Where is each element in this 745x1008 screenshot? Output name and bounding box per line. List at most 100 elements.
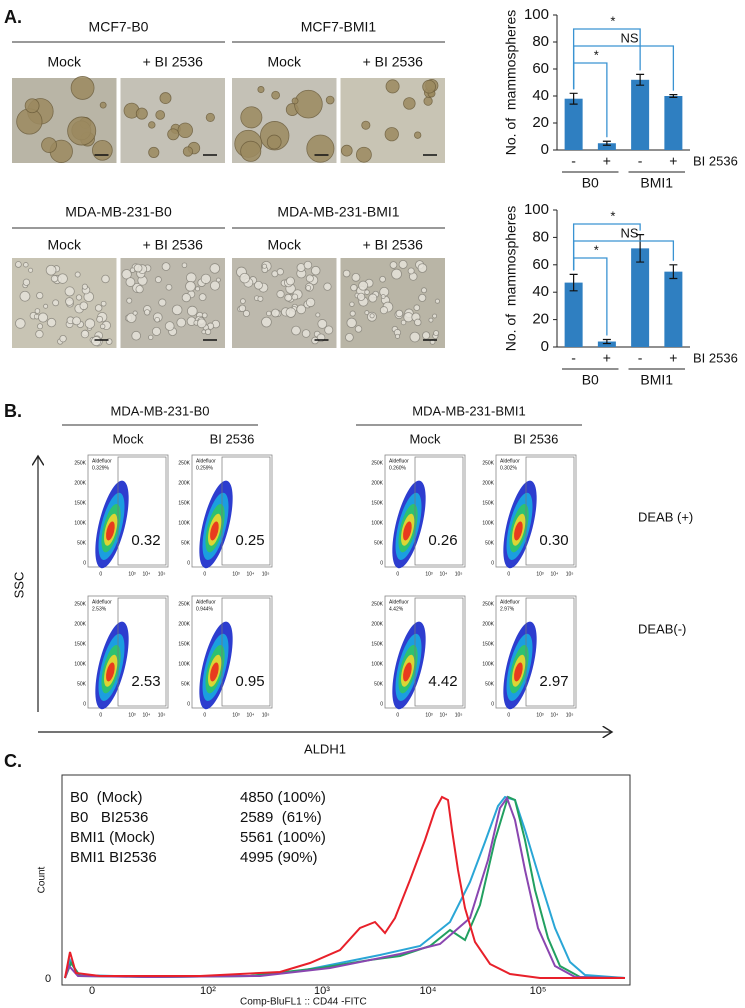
x-tick-label: 0 — [203, 712, 206, 718]
x-axis-label: ALDH1 — [304, 741, 346, 756]
cell — [364, 289, 370, 295]
cell — [154, 316, 160, 323]
cell — [148, 334, 154, 341]
gate — [117, 456, 167, 566]
panel-label: A. — [4, 7, 22, 27]
cell — [421, 287, 427, 294]
gate-value: 2.97 — [539, 673, 568, 690]
cell — [323, 282, 332, 291]
significance-label: * — [610, 208, 615, 223]
cell — [354, 325, 363, 333]
cell — [75, 294, 83, 301]
gate-name: Aldefluor — [196, 458, 216, 464]
group-title: MDA-MB-231-BMI1 — [277, 204, 399, 220]
y-axis-label: SSC — [11, 572, 26, 599]
cell — [413, 304, 421, 312]
y-tick-label: 150K — [178, 500, 190, 506]
error-bar — [636, 234, 645, 263]
cell — [317, 319, 328, 329]
cell — [91, 336, 102, 347]
cell — [414, 131, 422, 139]
column-label: Mock — [409, 431, 441, 446]
cell — [434, 298, 440, 304]
x-tick-label: 0 — [99, 571, 102, 577]
cell — [398, 259, 408, 269]
cell — [340, 144, 353, 157]
cell — [24, 98, 40, 114]
significance-label: * — [594, 242, 599, 257]
x-axis-label: BI 2536 — [693, 350, 738, 365]
cell — [254, 280, 263, 290]
legend-stat: 5561 (100%) — [240, 829, 326, 846]
gate-name: Aldefluor — [92, 599, 112, 605]
column-label: + BI 2536 — [143, 237, 204, 253]
cell — [43, 303, 49, 309]
x-tick-label: + — [669, 153, 677, 169]
x-tick-label: - — [638, 153, 643, 169]
y-tick-label: 100K — [371, 661, 383, 667]
cell — [325, 95, 335, 105]
cell — [37, 323, 44, 330]
x-tick-label: 10⁵ — [262, 712, 270, 718]
cell — [428, 317, 434, 323]
y-tick-label: 100K — [178, 661, 190, 667]
cell — [181, 293, 191, 303]
gate-name: Aldefluor — [500, 458, 520, 464]
x-tick-label: 0 — [203, 571, 206, 577]
gate-percent: 4.42% — [389, 606, 404, 612]
density-blob — [514, 521, 523, 541]
cell — [384, 127, 399, 142]
cell — [389, 261, 398, 269]
x-tick-label: 10⁵ — [566, 571, 574, 577]
x-tick-label: 0 — [396, 712, 399, 718]
cell — [198, 293, 207, 302]
gate-name: Aldefluor — [92, 458, 112, 464]
cell — [200, 273, 212, 284]
cell — [70, 76, 95, 100]
x-tick-label: 10³ — [536, 712, 544, 718]
cell — [351, 272, 361, 282]
column-label: Mock — [48, 54, 82, 70]
y-tick-label: 0 — [380, 701, 383, 707]
cell — [72, 316, 81, 326]
y-tick-label: 0 — [491, 701, 494, 707]
y-tick-label: 0 — [491, 560, 494, 566]
y-tick-label: 250K — [371, 601, 383, 607]
cell — [154, 276, 162, 284]
column-label: + BI 2536 — [363, 237, 424, 253]
x-tick-label: 10⁴ — [551, 571, 559, 577]
cell — [261, 316, 272, 328]
y-tick-label: 0 — [187, 701, 190, 707]
y-tick-label: 0 — [541, 141, 549, 158]
error-bar — [669, 264, 678, 280]
density-blob — [403, 662, 412, 682]
cell — [79, 301, 89, 311]
cell — [96, 315, 104, 323]
cell — [35, 329, 44, 339]
cell — [240, 298, 246, 304]
y-tick-label: 150K — [74, 641, 86, 647]
cell — [99, 101, 107, 109]
cell — [385, 79, 400, 94]
gate-percent: 2.97% — [500, 606, 515, 612]
column-label: Mock — [268, 237, 302, 253]
plot-frame — [191, 454, 273, 568]
cell — [209, 280, 220, 291]
y-tick-label: 60 — [532, 60, 549, 77]
cell — [379, 306, 388, 315]
y-tick-label: 40 — [532, 87, 549, 104]
y-tick-label: 100K — [482, 520, 494, 526]
y-tick-label: 100K — [74, 661, 86, 667]
group-title: MCF7-B0 — [89, 19, 149, 35]
gate-name: Aldefluor — [389, 599, 409, 605]
cell — [345, 332, 354, 342]
cell — [361, 120, 371, 130]
cell — [238, 304, 247, 312]
x-tick-label: - — [571, 350, 576, 366]
gate — [525, 597, 575, 707]
cell — [148, 146, 160, 158]
bar — [597, 143, 616, 150]
group-title: MDA-MB-231-B0 — [111, 403, 210, 418]
cell — [171, 304, 183, 316]
